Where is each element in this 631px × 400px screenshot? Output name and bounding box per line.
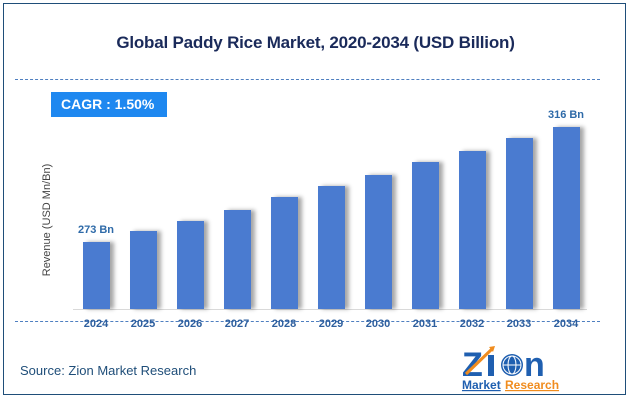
x-tick-label: 2032: [459, 318, 485, 330]
x-tick-label: 2026: [177, 318, 203, 330]
x-tick-label: 2033: [506, 318, 532, 330]
svg-text:n: n: [524, 346, 545, 384]
axis-divider: [15, 321, 600, 322]
x-tick-label: 2029: [318, 318, 344, 330]
bar-2025: [129, 231, 157, 309]
x-tick-label: 2025: [130, 318, 156, 330]
x-tick-label: 2031: [412, 318, 438, 330]
data-label: 316 Bn: [547, 109, 585, 121]
bar-2028: [270, 196, 298, 309]
bar-2027: [223, 209, 251, 309]
bar-2034: [552, 127, 580, 309]
x-tick-label: 2027: [224, 318, 250, 330]
x-tick-label: 2034: [553, 318, 579, 330]
bar-2026: [176, 220, 204, 309]
svg-text:Market: Market: [462, 378, 501, 392]
x-tick-label: 2028: [271, 318, 297, 330]
x-axis-line: [73, 309, 587, 310]
bar-2033: [505, 137, 533, 309]
chart-title: Global Paddy Rice Market, 2020-2034 (USD…: [116, 33, 515, 52]
bar-2031: [411, 161, 439, 309]
bar-2032: [458, 151, 486, 309]
svg-text:Research: Research: [505, 378, 559, 392]
bar-2024: [82, 242, 110, 309]
bar-2030: [364, 175, 392, 309]
cagr-badge: CAGR : 1.50%: [51, 92, 167, 117]
x-tick-label: 2030: [365, 318, 391, 330]
bar-2029: [317, 185, 345, 309]
y-axis-label: Revenue (USD Mn/Bn): [41, 163, 53, 277]
source-note: Source: Zion Market Research: [20, 363, 197, 378]
title-divider: [15, 79, 600, 80]
zion-logo-icon: Z n Market Research: [462, 346, 559, 392]
chart-frame: [3, 3, 626, 395]
data-label: 273 Bn: [77, 224, 115, 236]
x-tick-label: 2024: [83, 318, 109, 330]
